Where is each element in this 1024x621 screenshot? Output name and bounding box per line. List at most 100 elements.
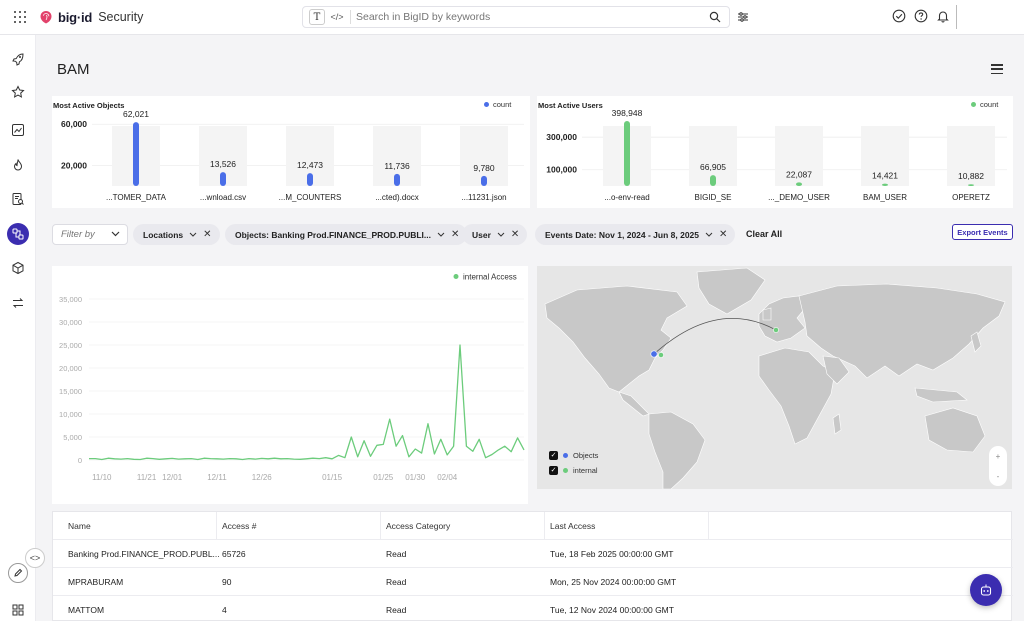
- indonesia: [914, 387, 968, 403]
- checkbox-icon[interactable]: ✓: [549, 466, 558, 475]
- chart-legend: count: [971, 100, 998, 109]
- line-chart-svg: 0 5,000 10,000 15,000 20,000 25,000 30,000 35,0…: [59, 273, 525, 482]
- x-tick-label: 12/26: [252, 473, 273, 482]
- bar-value-label: 11,736: [384, 161, 410, 171]
- top-actions: [892, 9, 950, 23]
- legend-dot: [563, 468, 568, 473]
- cell-access-category: Read: [386, 605, 407, 615]
- edit-icon[interactable]: [8, 563, 28, 583]
- export-events-button[interactable]: Export Events: [952, 224, 1013, 240]
- topbar-separator: [956, 5, 957, 29]
- column-header[interactable]: Name: [68, 521, 91, 531]
- close-icon[interactable]: ✕: [451, 229, 460, 240]
- y-tick-label: 20,000: [61, 160, 87, 170]
- cell-access-category: Read: [386, 549, 407, 559]
- column-divider: [380, 512, 381, 540]
- legend-objects[interactable]: ✓ Objects: [549, 448, 598, 463]
- hamburger-menu-icon[interactable]: [991, 64, 1003, 74]
- close-icon[interactable]: ✕: [719, 229, 728, 240]
- bar: [481, 175, 487, 186]
- column-header[interactable]: Access #: [222, 521, 257, 531]
- x-tick-label: ...wnload.csv: [200, 193, 246, 202]
- chart-icon[interactable]: [9, 121, 27, 139]
- filter-chip-user[interactable]: User ✕: [462, 224, 528, 245]
- column-header[interactable]: Last Access: [550, 521, 596, 531]
- text-mode-icon[interactable]: T: [309, 9, 325, 25]
- search-icon[interactable]: [709, 11, 721, 23]
- world-map[interactable]: ✓ Objects ✓ internal + -: [537, 266, 1012, 489]
- fire-icon[interactable]: [9, 156, 27, 174]
- apps-grid-icon[interactable]: [14, 11, 26, 23]
- europe: [758, 295, 808, 343]
- objects-marker: [650, 350, 658, 358]
- zoom-out-button[interactable]: -: [996, 471, 1000, 481]
- bar: [882, 183, 888, 186]
- y-tick-label: 10,000: [59, 410, 82, 419]
- x-tick-label: 01/30: [405, 473, 426, 482]
- table-row[interactable]: MPRABURAM 90 Read Mon, 25 Nov 2024 00:00…: [53, 568, 1013, 596]
- bar-value-label: 22,087: [786, 169, 812, 179]
- chevron-down-icon: [497, 232, 505, 237]
- y-tick-label: 30,000: [59, 318, 82, 327]
- column-header[interactable]: Access Category: [386, 521, 451, 531]
- help-icon[interactable]: [914, 9, 928, 23]
- bar-background: [861, 126, 909, 186]
- bar: [710, 175, 716, 186]
- legend-dot: [971, 102, 976, 107]
- cell-name: MATTOM: [68, 605, 105, 615]
- assistant-bot-button[interactable]: [970, 574, 1002, 606]
- zoom-in-button[interactable]: +: [995, 451, 1001, 461]
- legend-dot: [563, 453, 568, 458]
- australia: [924, 407, 986, 453]
- report-icon[interactable]: [9, 190, 27, 208]
- sidebar-collapse-icon[interactable]: <>: [25, 548, 45, 568]
- data-flow-icon[interactable]: [7, 223, 29, 245]
- close-icon[interactable]: ✕: [510, 229, 520, 240]
- filter-by-select[interactable]: Filter by: [52, 224, 128, 245]
- chevron-down-icon: [189, 232, 197, 237]
- logo[interactable]: big·id Security: [38, 8, 143, 26]
- star-icon[interactable]: [9, 83, 27, 101]
- dashboard-grid-icon[interactable]: [9, 601, 27, 619]
- world-map-svg: [544, 267, 1006, 489]
- filter-settings-icon[interactable]: [737, 11, 749, 23]
- internal-marker: [658, 352, 664, 358]
- check-circle-icon[interactable]: [892, 9, 906, 23]
- table-row[interactable]: MATTOM 4 Read Tue, 12 Nov 2024 00:00:00 …: [53, 596, 1013, 621]
- south-america: [648, 411, 706, 489]
- page-title: BAM: [57, 61, 90, 78]
- arrows-icon[interactable]: [9, 294, 27, 312]
- search-input[interactable]: [356, 11, 709, 23]
- filter-chip-objects[interactable]: Objects: Banking Prod.FINANCE_PROD.PUBLI…: [225, 224, 468, 245]
- y-tick-label: 300,000: [546, 132, 577, 142]
- bar-chart-svg: 20,000 60,000 62,021 ...TOMER_DATA 13,526...…: [61, 109, 524, 202]
- filter-chip-locations[interactable]: Locations ✕: [133, 224, 220, 245]
- x-tick-label: OPERETZ: [952, 193, 990, 202]
- access-table: Name Access # Access Category Last Acces…: [52, 511, 1013, 621]
- chart-legend: count: [484, 100, 511, 109]
- chip-label: User: [472, 229, 491, 240]
- clear-all-button[interactable]: Clear All: [746, 229, 783, 239]
- x-tick-label: 01/15: [322, 473, 343, 482]
- x-tick-label: ...o-env-read: [604, 193, 649, 202]
- top-bar: big·id Security T </>: [0, 0, 1024, 35]
- rocket-icon[interactable]: [9, 50, 27, 68]
- bar-value-label: 10,882: [958, 171, 984, 181]
- cell-last-access: Mon, 25 Nov 2024 00:00:00 GMT: [550, 577, 677, 587]
- product-name: Security: [98, 10, 144, 24]
- bell-icon[interactable]: [936, 9, 950, 23]
- y-tick-label: 25,000: [59, 341, 82, 350]
- y-tick-label: 0: [78, 456, 82, 465]
- checkbox-icon[interactable]: ✓: [549, 451, 558, 460]
- table-row[interactable]: Banking Prod.FINANCE_PROD.PUBL... 65726 …: [53, 540, 1013, 568]
- series-line-internal-access: [89, 344, 525, 461]
- cube-icon[interactable]: [9, 259, 27, 277]
- cell-name: MPRABURAM: [68, 577, 124, 587]
- cell-access-count: 4: [222, 605, 227, 615]
- filter-chip-events-date[interactable]: Events Date: Nov 1, 2024 - Jun 8, 2025 ✕: [535, 224, 736, 245]
- table-header: Name Access # Access Category Last Acces…: [53, 512, 1013, 540]
- code-mode-icon[interactable]: </>: [330, 12, 344, 22]
- legend-internal[interactable]: ✓ internal: [549, 463, 598, 478]
- x-tick-label: 11/21: [137, 473, 157, 482]
- close-icon[interactable]: ✕: [203, 229, 212, 240]
